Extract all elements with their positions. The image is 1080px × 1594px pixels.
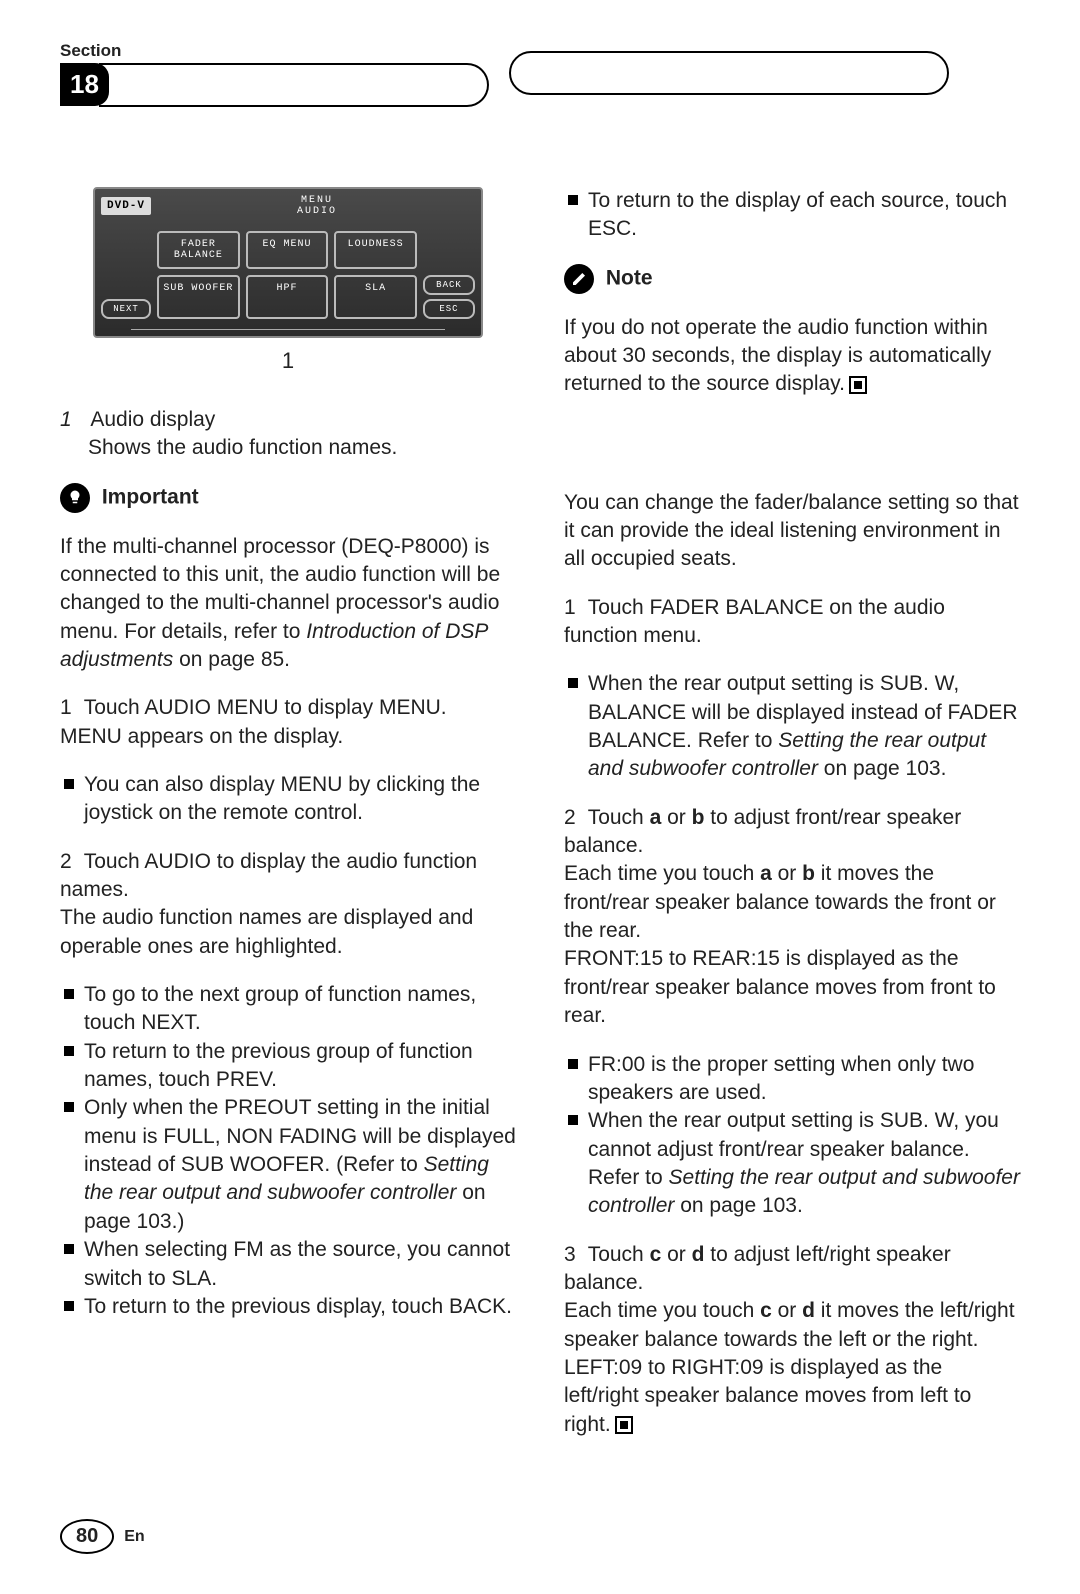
- note-heading: Note: [564, 264, 1020, 294]
- figure-caption: 1: [60, 346, 516, 376]
- content-columns: DVD-V MENU AUDIO FADER BALANCE EQ MENU L…: [60, 187, 1020, 1459]
- device-back: BACK: [423, 275, 475, 295]
- device-next: NEXT: [101, 299, 151, 319]
- bullet-icon: [64, 1301, 74, 1311]
- header-pill-left: [99, 63, 489, 107]
- bullet-icon: [568, 1059, 578, 1069]
- step-1-bullet: You can also display MENU by clicking th…: [60, 771, 516, 828]
- page-number: 80: [60, 1519, 114, 1554]
- right-step-1-bullet: When the rear output setting is SUB. W, …: [564, 670, 1020, 783]
- step-2: 2Touch AUDIO to display the audio functi…: [60, 848, 516, 961]
- important-icon: [60, 483, 90, 513]
- menu-sub: AUDIO: [159, 206, 475, 217]
- end-mark-icon: [849, 376, 867, 394]
- device-esc: ESC: [423, 299, 475, 319]
- left-column: DVD-V MENU AUDIO FADER BALANCE EQ MENU L…: [60, 187, 516, 1459]
- right-step-3: 3Touch c or d to adjust left/right speak…: [564, 1241, 1020, 1439]
- right-step-1: 1Touch FADER BALANCE on the audio functi…: [564, 594, 1020, 651]
- bullet-icon: [64, 1244, 74, 1254]
- intro-text: You can change the fader/balance setting…: [564, 489, 1020, 574]
- bullet-icon: [568, 1115, 578, 1125]
- device-btn: EQ MENU: [246, 231, 329, 269]
- menu-top: MENU: [159, 195, 475, 206]
- step-2-bullet: To go to the next group of function name…: [60, 981, 516, 1038]
- step-2-bullet: To return to the previous display, touch…: [60, 1293, 516, 1321]
- page-header: Section 18: [60, 40, 1020, 107]
- device-screenshot: DVD-V MENU AUDIO FADER BALANCE EQ MENU L…: [93, 187, 483, 338]
- step-2-bullet: Only when the PREOUT setting in the init…: [60, 1094, 516, 1236]
- page-footer: 80 En: [60, 1519, 1020, 1554]
- important-heading: Important: [60, 483, 516, 513]
- device-btn: SLA: [334, 275, 417, 319]
- header-pill-right: [509, 51, 949, 95]
- dvd-badge: DVD-V: [101, 197, 151, 216]
- bullet-icon: [64, 779, 74, 789]
- section-label: Section: [60, 40, 121, 63]
- note-icon: [564, 264, 594, 294]
- note-text: If you do not operate the audio function…: [564, 314, 1020, 399]
- device-btn: FADER BALANCE: [157, 231, 240, 269]
- right-step-2: 2Touch a or b to adjust front/rear speak…: [564, 804, 1020, 1031]
- right-step-2-bullet: FR:00 is the proper setting when only tw…: [564, 1051, 1020, 1108]
- step-1: 1Touch AUDIO MENU to display MENU. MENU …: [60, 694, 516, 751]
- bullet-icon: [64, 989, 74, 999]
- esc-bullet: To return to the display of each source,…: [564, 187, 1020, 244]
- important-text: If the multi-channel processor (DEQ-P800…: [60, 533, 516, 675]
- device-btn: LOUDNESS: [334, 231, 417, 269]
- step-2-bullet: To return to the previous group of funct…: [60, 1038, 516, 1095]
- bullet-icon: [568, 195, 578, 205]
- step-2-bullet: When selecting FM as the source, you can…: [60, 1236, 516, 1293]
- right-column: To return to the display of each source,…: [564, 187, 1020, 1459]
- bullet-icon: [64, 1102, 74, 1112]
- device-btn: SUB WOOFER: [157, 275, 240, 319]
- right-step-2-bullet: When the rear output setting is SUB. W, …: [564, 1107, 1020, 1220]
- end-mark-icon: [615, 1416, 633, 1434]
- audio-display-item: 1 Audio display Shows the audio function…: [60, 406, 516, 463]
- bullet-icon: [64, 1046, 74, 1056]
- device-btn: HPF: [246, 275, 329, 319]
- bullet-icon: [568, 678, 578, 688]
